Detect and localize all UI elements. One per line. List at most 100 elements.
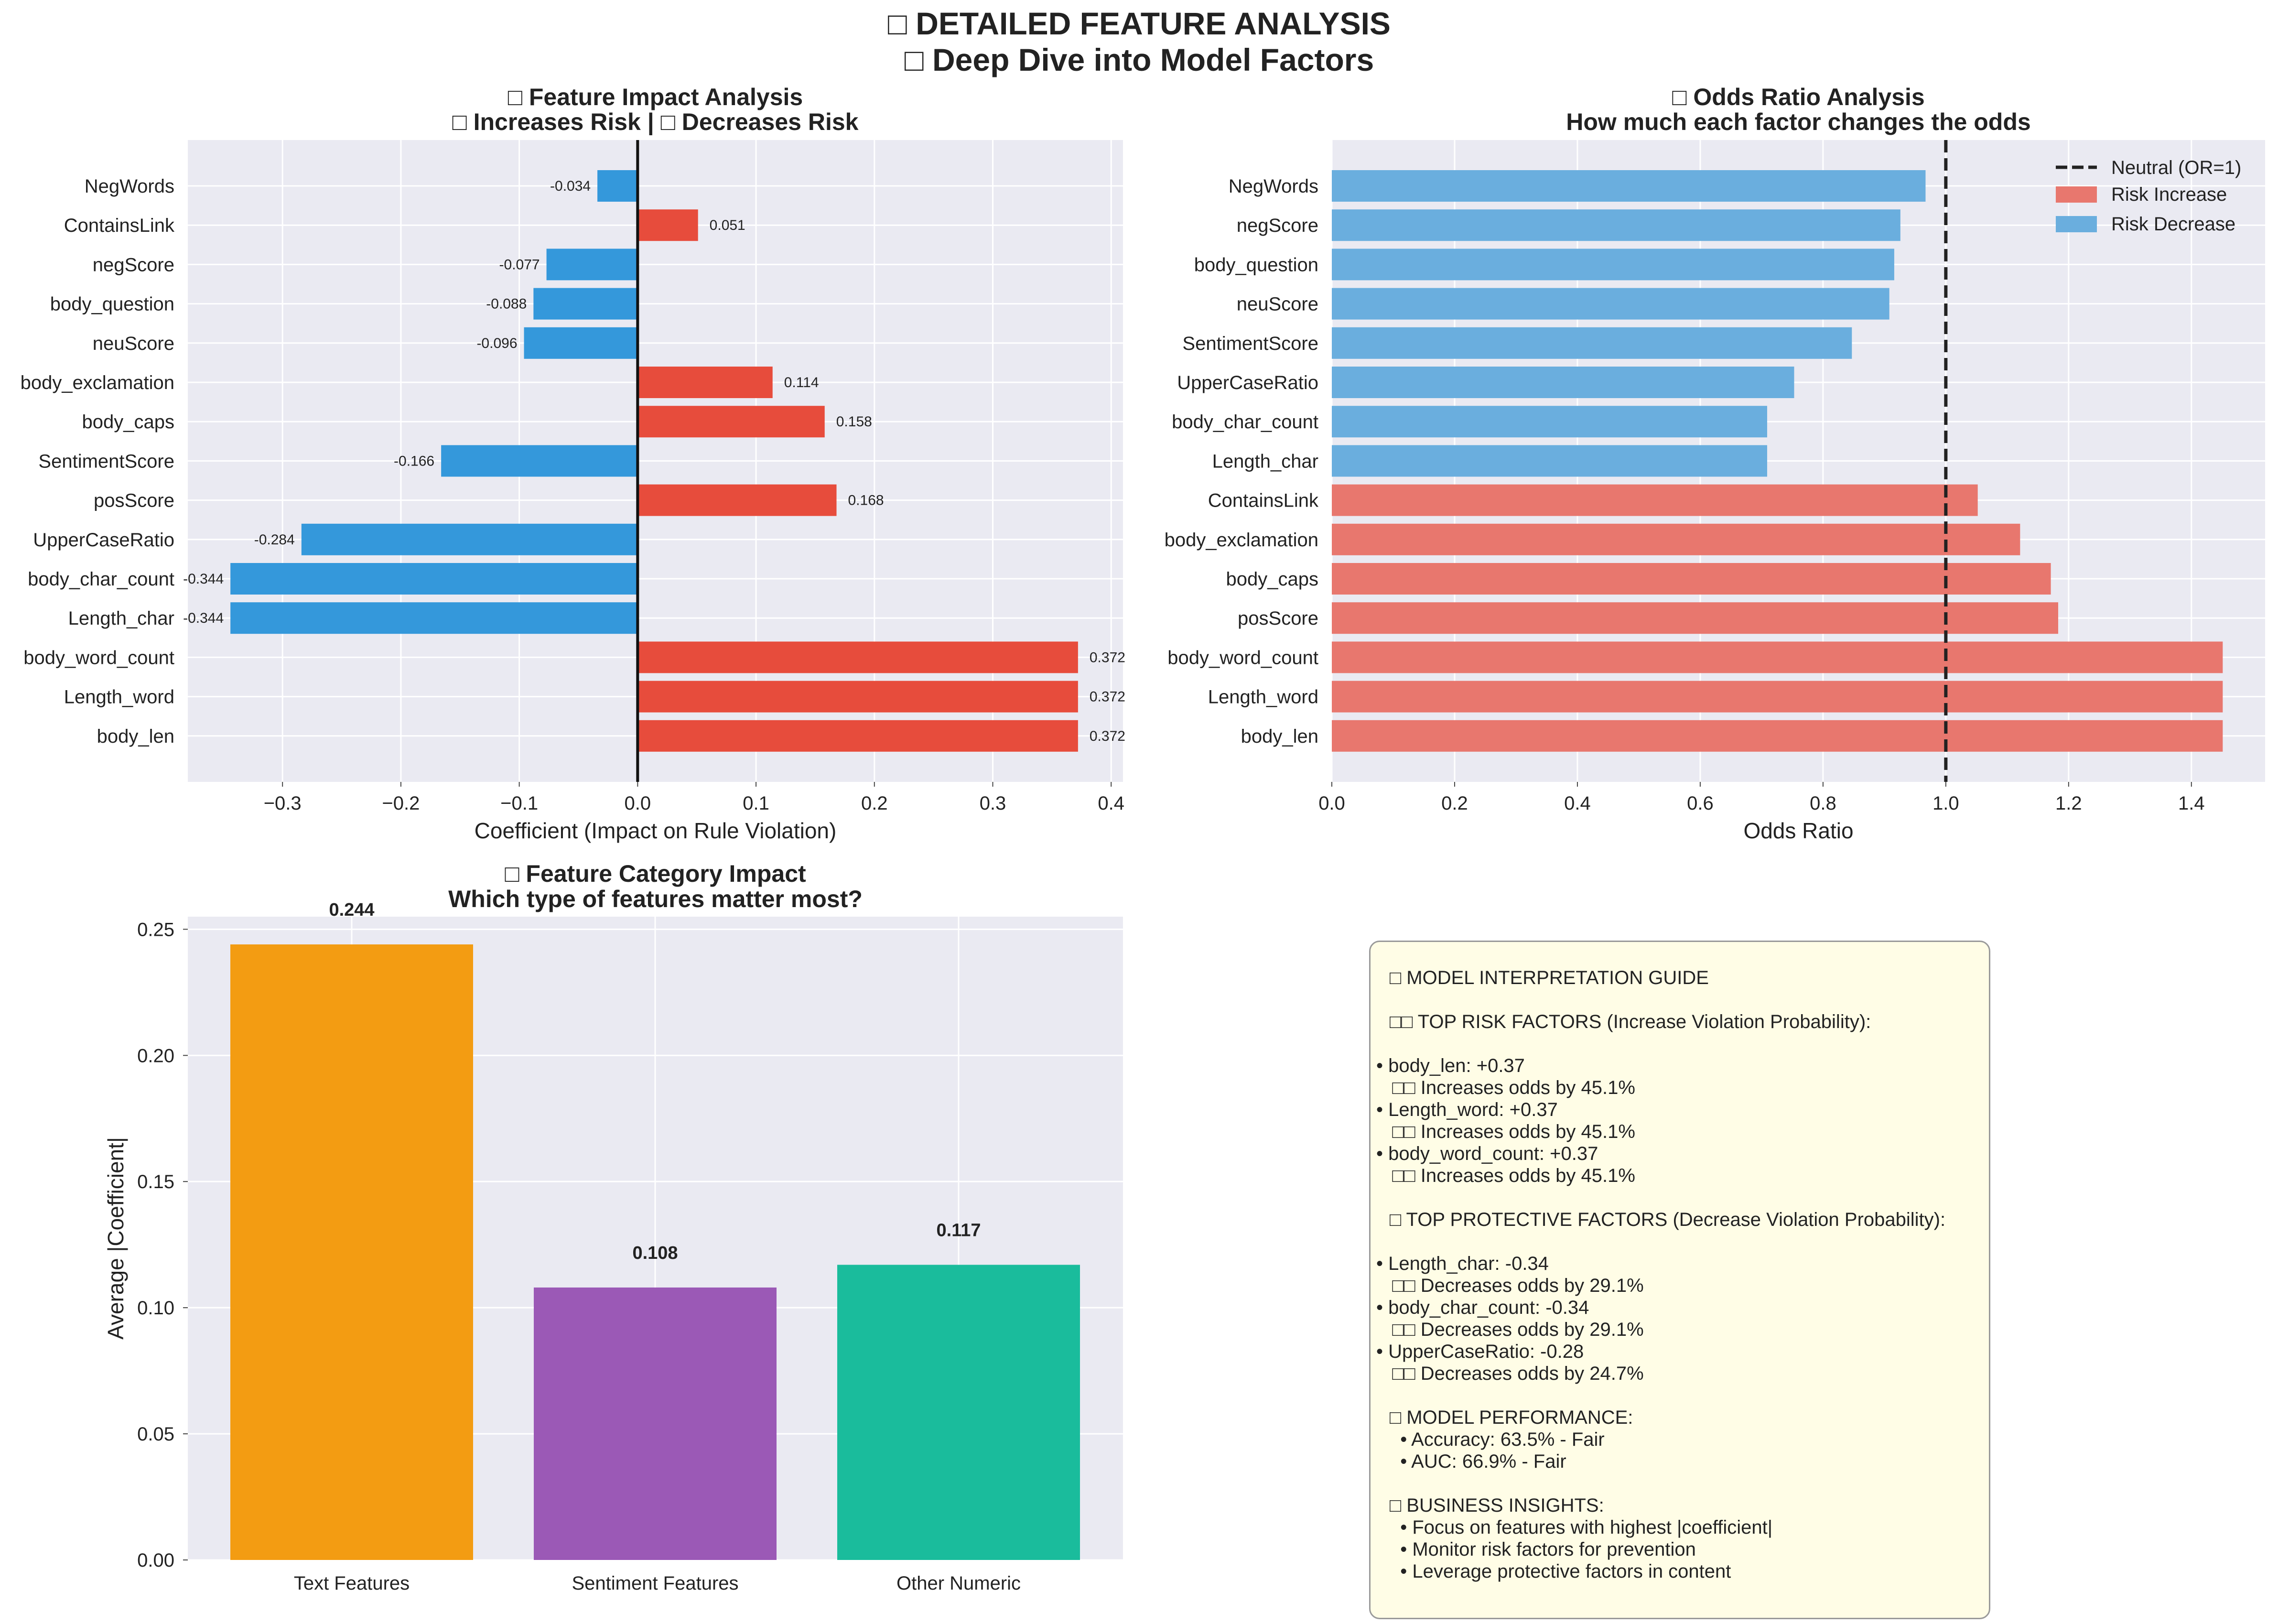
value-label: 0.158 <box>836 414 872 430</box>
bar <box>230 563 638 595</box>
chart-title-line-1: □ Feature Impact Analysis <box>508 84 803 110</box>
odds-ratio-chart: 0.0 0.2 0.4 0.6 0.8 1.0 1.2 1.4 NegWords negScore… <box>1165 84 2265 843</box>
bar <box>837 1265 1080 1560</box>
x-tick-label: 0.0 <box>625 793 651 814</box>
bar <box>533 288 638 320</box>
bar <box>301 523 638 555</box>
y-tick-label: NegWords <box>85 176 174 197</box>
bar <box>230 944 473 1560</box>
y-tick-label: Length_word <box>64 687 174 708</box>
guide-protect-line: • UpperCaseRatio: -0.28 <box>1376 1341 1584 1362</box>
legend-label: Neutral (OR=1) <box>2111 157 2241 178</box>
y-tick-label: body_question <box>50 294 174 315</box>
guide-performance-header: □ MODEL PERFORMANCE: <box>1390 1407 1633 1428</box>
bar <box>597 170 638 202</box>
x-tick-label: −0.3 <box>264 793 302 814</box>
y-tick-label: UpperCaseRatio <box>1177 372 1318 393</box>
guide-risk-header: □□ TOP RISK FACTORS (Increase Violation … <box>1390 1011 1871 1032</box>
x-tick-label: 1.4 <box>2178 793 2205 814</box>
y-tick-label: 0.20 <box>137 1045 174 1066</box>
value-label: 0.114 <box>784 375 819 390</box>
feature-category-chart: 0.00 0.05 0.10 0.15 0.20 0.25 0.244 Text Featur… <box>103 860 1123 1594</box>
x-tick-label: −0.2 <box>382 793 420 814</box>
guide-risk-line: • body_word_count: +0.37 <box>1376 1143 1598 1164</box>
bar <box>524 327 638 359</box>
y-tick-label: Length_char <box>1212 451 1318 472</box>
value-label: -0.344 <box>183 571 224 587</box>
x-tick-label: 1.0 <box>1933 793 1959 814</box>
y-tick-label: body_caps <box>1226 569 1318 590</box>
guide-business-line: • Leverage protective factors in content <box>1390 1561 1731 1582</box>
value-label: 0.117 <box>937 1220 981 1240</box>
chart-title-line-2: How much each factor changes the odds <box>1566 108 2030 135</box>
guide-protect-line: □□ Decreases odds by 24.7% <box>1376 1363 1644 1384</box>
y-tick-label: body_char_count <box>1172 411 1318 433</box>
value-label: -0.077 <box>499 257 540 272</box>
y-tick-label: body_exclamation <box>1165 530 1318 551</box>
bar <box>1332 209 1900 241</box>
x-tick-label: Other Numeric <box>896 1573 1021 1594</box>
guide-protect-header: □ TOP PROTECTIVE FACTORS (Decrease Viola… <box>1390 1209 1946 1230</box>
guide-business-line: • Monitor risk factors for prevention <box>1390 1539 1696 1560</box>
bar <box>1332 641 2223 673</box>
value-label: -0.088 <box>486 296 527 312</box>
y-tick-label: ContainsLink <box>64 215 175 236</box>
y-axis-label: Average |Coefficient| <box>103 1137 128 1340</box>
guide-title: □ MODEL INTERPRETATION GUIDE <box>1390 967 1709 988</box>
x-tick-label: 0.0 <box>1318 793 1345 814</box>
y-tick-label: SentimentScore <box>38 451 174 472</box>
value-label: -0.344 <box>183 610 224 626</box>
bar <box>637 641 1078 673</box>
bar <box>1332 681 2223 713</box>
y-tick-label: posScore <box>1238 608 1318 629</box>
bar <box>637 681 1078 713</box>
bar <box>441 445 638 477</box>
guide-protect-line: □□ Decreases odds by 29.1% <box>1376 1319 1644 1340</box>
y-tick-label: 0.15 <box>137 1171 174 1192</box>
y-tick-label: 0.00 <box>137 1550 174 1571</box>
y-tick-label: NegWords <box>1229 176 1318 197</box>
bar <box>637 720 1078 752</box>
x-tick-label: 0.4 <box>1564 793 1591 814</box>
bar <box>1332 367 1794 398</box>
y-tick-label: negScore <box>1237 215 1318 236</box>
guide-risk-line: □□ Increases odds by 45.1% <box>1376 1165 1635 1186</box>
x-tick-label: Text Features <box>294 1573 410 1594</box>
x-tick-label: 0.1 <box>743 793 769 814</box>
y-tick-label: SentimentScore <box>1182 333 1318 354</box>
y-tick-label: ContainsLink <box>1208 490 1319 511</box>
bar <box>1332 720 2223 752</box>
bar <box>230 602 638 634</box>
legend-swatch-risk <box>2056 186 2097 203</box>
guide-risk-line: • Length_word: +0.37 <box>1376 1099 1558 1120</box>
y-tick-label: negScore <box>93 254 174 275</box>
bar <box>1332 406 1767 438</box>
y-tick-label: body_exclamation <box>21 372 174 393</box>
bar <box>1332 288 1889 320</box>
y-tick-label: body_word_count <box>23 647 174 668</box>
bar <box>1332 249 1894 281</box>
y-tick-label: neuScore <box>1237 294 1318 315</box>
bar <box>637 484 837 516</box>
legend-swatch-protect <box>2056 216 2097 232</box>
x-tick-label: 0.2 <box>1441 793 1468 814</box>
bar <box>1332 484 1978 516</box>
x-tick-label: −0.1 <box>500 793 538 814</box>
y-tick-label: UpperCaseRatio <box>33 530 174 551</box>
y-tick-label: Length_word <box>1208 687 1318 708</box>
guide-protect-line: □□ Decreases odds by 29.1% <box>1376 1275 1644 1296</box>
feature-impact-chart: −0.3 −0.2 −0.1 0.0 0.1 0.2 0.3 0.4 NegWords -0.03… <box>21 84 1125 843</box>
x-tick-label: 0.8 <box>1810 793 1836 814</box>
bar <box>1332 563 2051 595</box>
x-tick-label: 0.3 <box>980 793 1006 814</box>
y-tick-label: Length_char <box>68 608 174 629</box>
guide-performance-line: • AUC: 66.9% - Fair <box>1390 1451 1566 1472</box>
value-label: -0.166 <box>394 453 434 469</box>
value-label: -0.284 <box>254 532 295 548</box>
bar <box>637 367 773 398</box>
y-tick-label: body_caps <box>82 411 174 433</box>
x-tick-label: 0.4 <box>1098 793 1124 814</box>
value-label: 0.168 <box>848 493 884 509</box>
bar <box>546 249 638 281</box>
x-tick-label: Sentiment Features <box>572 1573 738 1594</box>
